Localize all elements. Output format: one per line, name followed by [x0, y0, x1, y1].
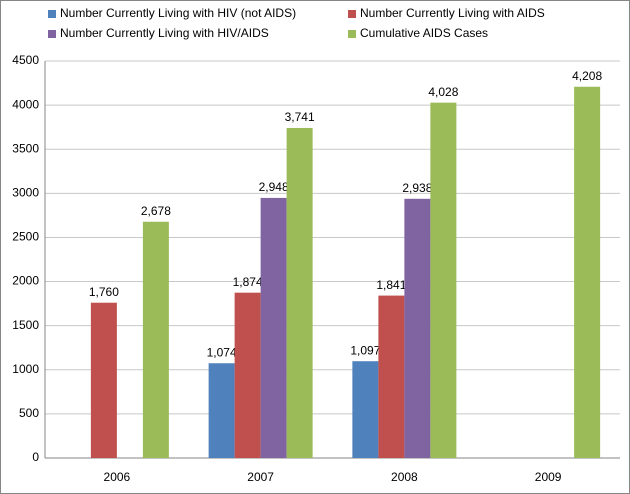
- bar: [142, 221, 169, 458]
- bar: [286, 127, 313, 458]
- x-tick-label: 2006: [104, 470, 131, 484]
- legend-swatch: [348, 30, 356, 38]
- legend-swatch: [48, 30, 56, 38]
- bar: [574, 86, 601, 458]
- y-tick-label: 2500: [12, 230, 39, 244]
- bar: [430, 102, 457, 458]
- bar: [234, 292, 261, 458]
- x-tick-label: 2007: [247, 470, 274, 484]
- value-label: 2,678: [141, 204, 171, 218]
- value-label: 2,948: [259, 180, 289, 194]
- bar: [90, 302, 117, 458]
- y-tick-label: 3000: [12, 186, 39, 200]
- bar: [208, 363, 235, 458]
- value-label: 2,938: [402, 181, 432, 195]
- x-tick-label: 2008: [391, 470, 418, 484]
- legend-label: Number Currently Living with AIDS: [360, 6, 545, 20]
- legend-label: Cumulative AIDS Cases: [360, 26, 488, 40]
- value-label: 1,097: [350, 343, 380, 357]
- y-tick-label: 0: [32, 450, 39, 464]
- y-tick-label: 1500: [12, 318, 39, 332]
- bar: [378, 295, 405, 458]
- value-label: 4,028: [428, 85, 458, 99]
- x-tick-label: 2009: [535, 470, 562, 484]
- y-tick-label: 4000: [12, 97, 39, 111]
- bar: [260, 197, 287, 458]
- y-tick-label: 1000: [12, 362, 39, 376]
- legend-label: Number Currently Living with HIV/AIDS: [60, 26, 269, 40]
- value-label: 3,741: [285, 110, 315, 124]
- y-tick-label: 4500: [12, 53, 39, 67]
- legend-swatch: [48, 10, 56, 18]
- y-tick-label: 2000: [12, 274, 39, 288]
- y-tick-label: 500: [19, 406, 39, 420]
- value-label: 1,874: [233, 275, 263, 289]
- legend-swatch: [348, 10, 356, 18]
- bar: [404, 198, 431, 459]
- value-label: 4,208: [572, 69, 602, 83]
- bar: [352, 361, 379, 458]
- value-label: 1,074: [207, 345, 237, 359]
- value-label: 1,760: [89, 285, 119, 299]
- y-tick-label: 3500: [12, 141, 39, 155]
- value-label: 1,841: [376, 278, 406, 292]
- legend-label: Number Currently Living with HIV (not AI…: [60, 6, 296, 20]
